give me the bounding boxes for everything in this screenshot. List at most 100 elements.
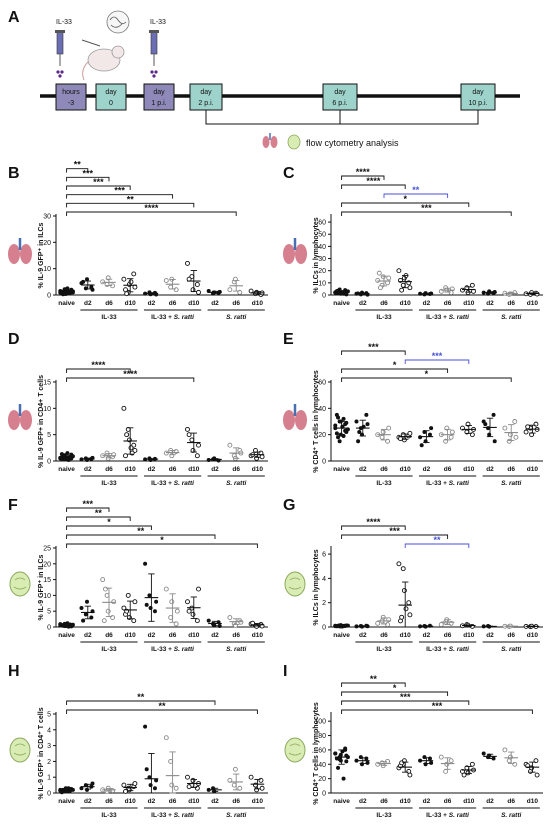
significance-bracket xyxy=(66,516,131,521)
data-point xyxy=(502,425,508,431)
significance-bracket xyxy=(66,176,110,182)
group-label: IL-33 + S. ratti xyxy=(151,812,194,819)
y-tick-label: 20 xyxy=(318,776,326,783)
data-point xyxy=(232,766,238,772)
x-tick-label: naive xyxy=(58,466,75,473)
data-point xyxy=(152,786,157,791)
x-tick-label: d10 xyxy=(463,798,475,805)
data-point xyxy=(400,566,406,572)
x-tick-label: naive xyxy=(58,300,75,307)
y-tick-label: 25 xyxy=(43,546,51,553)
x-tick-label: naive xyxy=(58,798,75,805)
data-point xyxy=(61,456,66,461)
significance-label: *** xyxy=(368,342,379,352)
x-tick-label: d2 xyxy=(211,632,219,639)
data-point xyxy=(144,767,149,772)
y-tick-label: 40 xyxy=(318,244,326,251)
x-tick-label: d2 xyxy=(423,300,431,307)
x-tick-label: d10 xyxy=(400,300,412,307)
data-point xyxy=(377,285,383,291)
data-point xyxy=(396,561,402,567)
data-point xyxy=(227,287,233,293)
svg-text:10 p.i.: 10 p.i. xyxy=(468,100,487,107)
chart-panel-i: I 0 20 40 60 80 100% CD4⁺ T cells in lymphocyt… xyxy=(275,658,550,824)
data-point xyxy=(427,432,432,437)
x-tick-label: naive xyxy=(333,798,350,805)
significance-label: *** xyxy=(432,351,443,361)
panel-label: H xyxy=(8,663,20,680)
y-tick-label: 10 xyxy=(43,266,51,273)
data-point xyxy=(132,599,138,605)
data-point xyxy=(396,268,402,274)
timepoint-box: day 6 p.i. xyxy=(322,83,358,111)
data-point xyxy=(186,784,192,790)
x-tick-label: d10 xyxy=(125,300,137,307)
data-point xyxy=(196,586,201,592)
y-tick-label: 4 xyxy=(322,576,326,583)
cytokine-label-right: IL-33 xyxy=(150,19,166,26)
significance-bracket xyxy=(404,543,470,548)
data-point xyxy=(66,290,71,295)
x-tick-label: d10 xyxy=(463,300,475,307)
x-tick-label: d6 xyxy=(169,300,177,307)
data-point xyxy=(121,276,127,282)
x-tick-label: d6 xyxy=(232,632,240,639)
significance-label: ** xyxy=(137,526,145,536)
data-point xyxy=(101,618,107,624)
panel-label: B xyxy=(8,165,20,182)
significance-bracket xyxy=(341,682,406,687)
group-label: IL-33 + S. ratti xyxy=(151,480,194,487)
data-point xyxy=(104,450,110,456)
data-point xyxy=(386,275,392,281)
data-point xyxy=(375,277,381,283)
significance-label: ** xyxy=(127,194,135,204)
data-point xyxy=(365,422,370,427)
svg-text:day: day xyxy=(200,89,212,96)
y-tick-label: 100 xyxy=(314,719,326,726)
cytokine-label-left: IL-33 xyxy=(56,19,72,26)
data-point xyxy=(168,758,174,764)
data-point xyxy=(438,622,444,628)
group-label: IL-33 + S. ratti xyxy=(426,480,469,487)
data-point xyxy=(379,434,385,440)
y-tick-label: 5 xyxy=(47,712,51,719)
x-tick-label: d6 xyxy=(232,466,240,473)
mouse-icon xyxy=(81,39,125,81)
data-point xyxy=(336,435,341,440)
significance-bracket xyxy=(66,368,131,373)
data-point xyxy=(186,432,192,438)
data-point xyxy=(512,761,518,767)
data-point xyxy=(534,772,540,778)
data-point xyxy=(419,443,424,448)
data-point xyxy=(481,751,486,756)
lung-icon xyxy=(8,238,32,264)
data-point xyxy=(523,429,529,435)
data-point xyxy=(429,426,434,431)
y-tick-label: 2 xyxy=(47,759,51,766)
significance-bracket xyxy=(66,534,216,539)
data-point xyxy=(190,777,196,783)
y-tick-label: 10 xyxy=(318,280,326,287)
significance-bracket xyxy=(341,525,406,530)
significance-label: * xyxy=(393,683,397,693)
data-point xyxy=(126,787,132,793)
data-point xyxy=(469,761,475,767)
chart-panel-d: D 0 5 10 15% IL-9 GFP+ in CD4+ T cells naive d… xyxy=(0,326,275,492)
data-point xyxy=(399,614,405,620)
data-point xyxy=(123,453,128,459)
significance-bracket xyxy=(66,709,258,714)
data-point xyxy=(254,787,260,793)
data-point xyxy=(185,426,190,432)
data-point xyxy=(105,608,111,614)
x-tick-label: d2 xyxy=(359,466,367,473)
data-point xyxy=(128,445,134,451)
data-point xyxy=(110,615,116,620)
data-point xyxy=(102,586,108,592)
syringe-icon xyxy=(149,30,159,78)
significance-label: *** xyxy=(83,499,94,509)
svg-text:2 p.i.: 2 p.i. xyxy=(198,100,213,107)
x-tick-label: d6 xyxy=(507,632,515,639)
svg-text:-3: -3 xyxy=(68,100,74,107)
data-point xyxy=(502,747,508,753)
y-tick-label: 0 xyxy=(322,625,326,632)
